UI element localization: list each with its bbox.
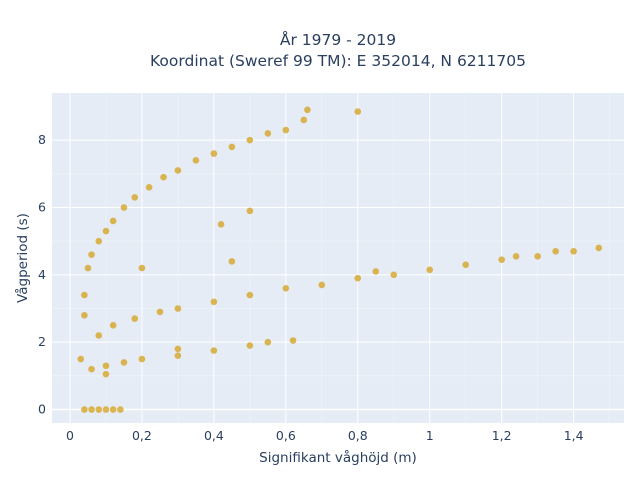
data-point: [318, 281, 326, 289]
data-point: [77, 355, 85, 363]
data-point: [534, 253, 541, 260]
data-point: [81, 406, 88, 413]
data-point: [174, 352, 182, 359]
data-point: [156, 308, 164, 316]
data-point: [95, 332, 103, 339]
data-point: [552, 247, 559, 255]
data-point: [246, 342, 254, 349]
x-tick-label: 1,2: [492, 428, 512, 443]
data-point: [462, 261, 470, 269]
data-point: [354, 108, 362, 115]
data-point: [304, 106, 311, 114]
data-point: [210, 347, 218, 354]
data-point: [246, 136, 254, 144]
data-point: [81, 291, 88, 299]
data-point: [81, 311, 88, 319]
data-point: [595, 244, 603, 252]
data-point: [160, 173, 167, 181]
x-axis-title: Signifikant våghöjd (m): [259, 449, 417, 466]
data-point: [102, 370, 110, 378]
data-point: [246, 291, 254, 299]
data-point: [174, 167, 182, 174]
data-point: [228, 258, 236, 265]
y-axis-title: Vågperiod (s): [14, 213, 31, 303]
data-point: [192, 157, 200, 164]
x-tick-label: 0,6: [276, 428, 296, 443]
data-point: [282, 126, 290, 134]
data-point: [246, 207, 254, 215]
data-point: [109, 322, 117, 329]
plot-area: [52, 93, 624, 423]
x-tick-label: 1: [426, 428, 434, 443]
data-point: [84, 264, 92, 272]
data-point: [390, 271, 398, 279]
y-tick-label: 6: [38, 199, 46, 214]
data-point: [300, 116, 308, 124]
x-tick-label: 0,2: [132, 428, 152, 443]
data-point: [138, 355, 146, 363]
chart-title-line-1: År 1979 - 2019: [280, 30, 396, 49]
x-tick-label: 0,4: [204, 428, 224, 443]
chart-title-line-2: Koordinat (Sweref 99 TM): E 352014, N 62…: [150, 52, 526, 70]
y-tick-label: 2: [38, 334, 46, 349]
data-point: [95, 406, 103, 413]
x-tick-labels: 0 0,2 0,4 0,6 0,8 1 1,2 1,4: [66, 428, 584, 443]
data-points: [77, 106, 603, 413]
data-point: [145, 183, 153, 191]
data-point: [498, 256, 505, 263]
data-point: [131, 315, 139, 322]
x-tick-label: 1,4: [564, 428, 584, 443]
data-point: [354, 274, 362, 282]
data-point: [120, 204, 128, 211]
data-point: [102, 227, 110, 235]
data-point: [102, 406, 110, 413]
data-point: [289, 337, 297, 344]
data-point: [210, 298, 218, 306]
data-point: [174, 345, 182, 353]
data-point: [88, 365, 95, 373]
y-tick-label: 8: [38, 132, 46, 147]
grid-lines: [52, 93, 624, 423]
x-tick-label: 0: [66, 428, 74, 443]
data-point: [282, 285, 290, 292]
data-point: [88, 251, 95, 258]
data-point: [131, 194, 139, 201]
data-point: [512, 253, 520, 260]
x-tick-label: 0,8: [348, 428, 368, 443]
data-point: [426, 266, 434, 274]
data-point: [120, 359, 128, 366]
data-point: [264, 338, 272, 346]
data-point: [372, 268, 380, 275]
data-point: [217, 221, 225, 228]
data-point: [102, 362, 110, 370]
y-tick-label: 4: [38, 267, 46, 282]
data-point: [210, 150, 218, 157]
data-point: [88, 406, 95, 413]
y-tick-label: 0: [38, 402, 46, 417]
data-point: [109, 217, 117, 225]
y-tick-labels: 0 2 4 6 8: [38, 132, 46, 416]
data-point: [117, 406, 124, 413]
data-point: [174, 305, 182, 312]
data-point: [264, 130, 272, 137]
data-point: [95, 237, 103, 245]
data-point: [570, 247, 577, 255]
data-point: [109, 406, 117, 413]
data-point: [138, 264, 146, 272]
data-point: [228, 143, 236, 151]
